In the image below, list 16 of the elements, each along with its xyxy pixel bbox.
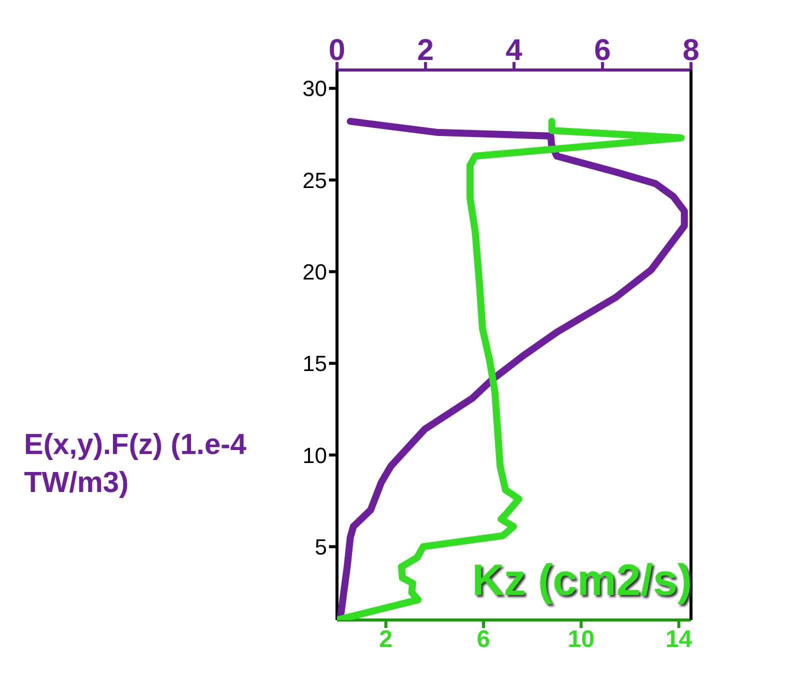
x-tick-label: 14	[665, 626, 693, 654]
y-tick-label: 30	[302, 76, 327, 102]
y-tick-label: 15	[302, 351, 327, 376]
x-tick-label: 6	[476, 626, 490, 654]
x2-tick-label: 8	[682, 34, 700, 67]
x-tick-label: 2	[379, 626, 393, 654]
y-tick-label: 5	[314, 534, 327, 560]
x2-tick-label: 6	[594, 34, 611, 67]
x-tick-label: 10	[568, 626, 594, 654]
y-tick-label: 25	[302, 168, 327, 193]
x2-axis-title: E(x,y).F(z) (1.e-4 TW/m3)	[24, 428, 248, 501]
x2-tick-label: 2	[417, 34, 434, 67]
x2-tick-label: 4	[506, 34, 523, 67]
y-tick-label: 20	[302, 259, 327, 284]
y-tick-label: 10	[302, 442, 327, 468]
x2-tick-label: 0	[328, 34, 346, 67]
